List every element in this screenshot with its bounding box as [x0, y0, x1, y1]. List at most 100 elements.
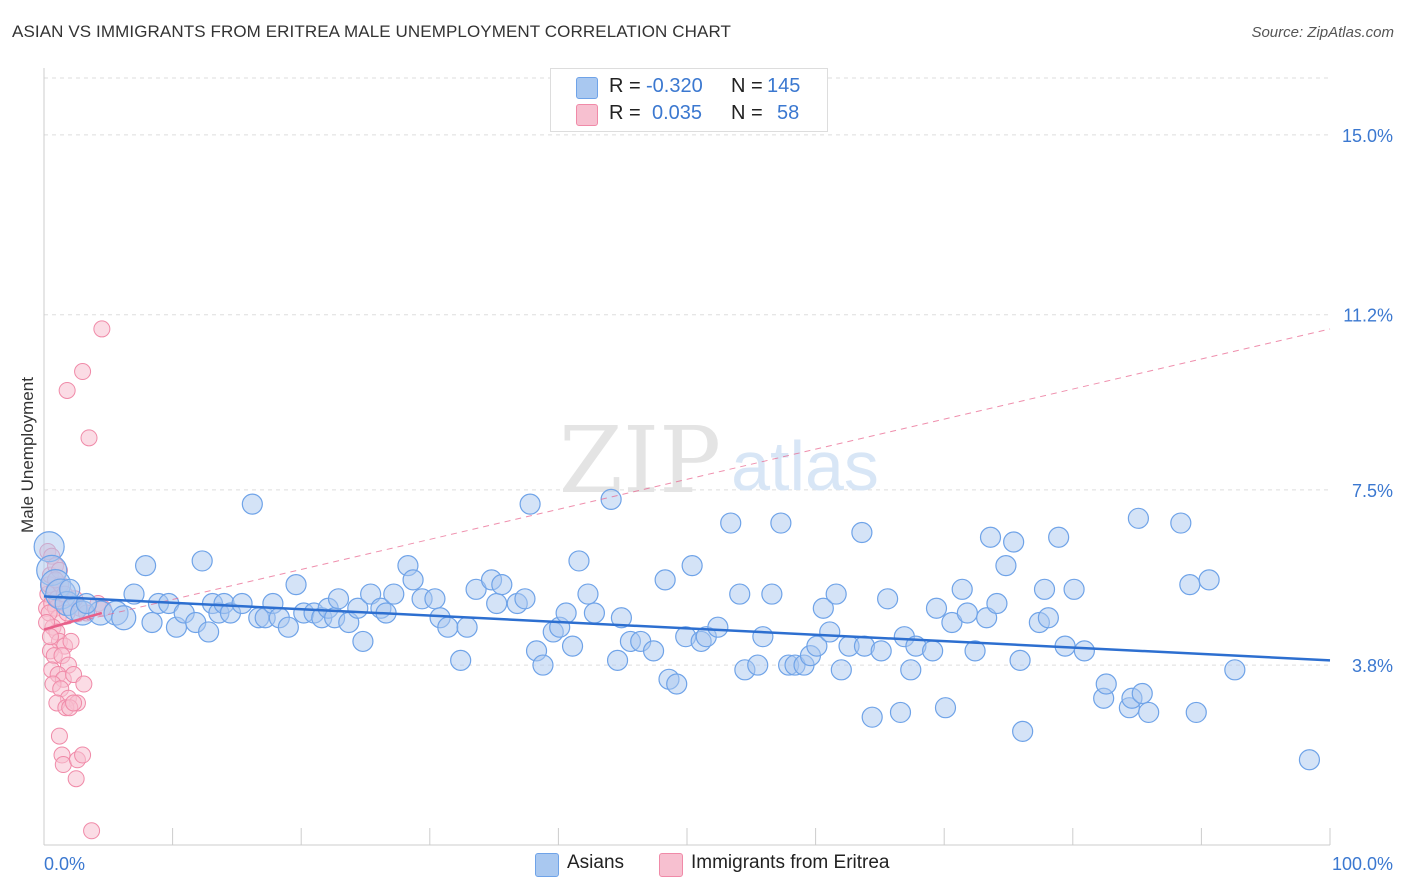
asian-point — [1033, 578, 1056, 600]
y-tick-label: 7.5% — [1352, 481, 1393, 501]
x-tick-label: 0.0% — [44, 854, 85, 874]
bottom-legend-label-asians: Asians — [567, 852, 625, 873]
asian-point — [1170, 512, 1192, 534]
asian-point — [327, 588, 350, 610]
asian-point — [1095, 673, 1117, 695]
asian-point — [995, 555, 1017, 577]
asian-point — [666, 673, 688, 695]
asian-point — [851, 521, 873, 544]
legend-row-asians: R = -0.320 N = 145 — [551, 75, 827, 101]
eritrea-point — [74, 363, 92, 381]
asian-point — [600, 488, 622, 510]
asian-point — [1127, 507, 1149, 529]
asian-point — [825, 583, 847, 605]
asian-point — [900, 659, 922, 681]
asian-point — [922, 640, 944, 662]
asian-point — [681, 555, 703, 577]
legend-r-label: R = — [609, 75, 641, 97]
asian-point — [285, 573, 307, 596]
asian-point — [830, 659, 852, 681]
eritrea-point — [74, 746, 92, 764]
asian-point — [514, 588, 536, 610]
asian-point — [1185, 701, 1207, 724]
asian-point — [450, 649, 472, 671]
eritrea-point — [93, 320, 111, 338]
asian-point — [707, 616, 729, 638]
asian-point — [134, 555, 157, 577]
legend-r-value: 0.035 — [652, 102, 703, 124]
asian-point — [720, 512, 742, 534]
asian-point — [123, 583, 145, 605]
asian-point — [1003, 531, 1025, 553]
asian-point — [241, 493, 263, 515]
eritrea-point — [62, 632, 80, 650]
bottom-legend-swatch-eritrea — [659, 853, 683, 877]
eritrea-point — [67, 770, 85, 788]
watermark: ZIP atlas — [559, 407, 879, 514]
asian-point — [1298, 749, 1321, 771]
watermark-atlas: atlas — [731, 427, 879, 505]
asian-point — [1063, 578, 1085, 600]
asian-point — [642, 640, 665, 662]
asian-point — [191, 550, 213, 572]
legend-n-value: 58 — [777, 102, 800, 124]
eritrea-point — [80, 429, 98, 447]
asian-point — [1009, 649, 1031, 671]
asian-point — [606, 649, 629, 671]
axes — [43, 68, 1331, 846]
asian-point — [111, 605, 137, 631]
legend-r-label: R = — [609, 102, 641, 124]
asian-point — [770, 512, 792, 534]
eritrea-point — [58, 381, 76, 399]
asian-trend-line — [43, 595, 1331, 662]
legend-swatch-asians — [576, 77, 598, 99]
asian-point — [870, 640, 892, 662]
asian-point — [1012, 720, 1034, 742]
asian-point — [976, 607, 998, 629]
y-tick-label: 3.8% — [1352, 656, 1393, 676]
asian-points — [33, 488, 1321, 771]
asian-point — [360, 583, 382, 605]
asian-point — [1073, 640, 1095, 662]
asian-point — [1138, 701, 1160, 724]
asian-point — [424, 588, 446, 610]
y-tick-label: 11.2% — [1343, 306, 1393, 326]
asian-point — [456, 616, 478, 638]
asian-point — [383, 583, 405, 605]
eritrea-trend-extended — [43, 328, 1331, 631]
asian-point — [889, 701, 912, 724]
asian-point — [934, 697, 957, 719]
asian-point — [610, 607, 633, 629]
legend-n-label: N = — [731, 75, 763, 97]
asian-point — [979, 526, 1002, 548]
watermark-zip: ZIP — [559, 407, 721, 514]
asian-point — [352, 630, 374, 653]
asian-point — [819, 621, 841, 643]
asian-point — [964, 640, 986, 662]
asian-point — [861, 706, 883, 728]
legend-swatch-eritrea — [576, 104, 598, 126]
asian-point — [465, 578, 487, 600]
asian-point — [486, 592, 508, 615]
asian-point — [141, 611, 163, 634]
asian-point — [491, 573, 513, 596]
legend-row-eritrea: R = 0.035 N = 58 — [551, 102, 827, 128]
legend-r-value: -0.320 — [646, 75, 703, 97]
asian-point — [1131, 682, 1153, 705]
asian-point — [729, 583, 751, 605]
chart-title: ASIAN VS IMMIGRANTS FROM ERITREA MALE UN… — [12, 22, 732, 41]
bottom-legend-swatch-asians — [535, 853, 559, 877]
asian-point — [583, 602, 606, 624]
asian-point — [1224, 659, 1246, 681]
asian-point — [561, 635, 584, 657]
asian-point — [956, 602, 978, 624]
asian-point — [1037, 607, 1059, 629]
eritrea-point — [65, 694, 83, 712]
bottom-legend-label-eritrea: Immigrants from Eritrea — [691, 852, 890, 873]
asian-point — [951, 578, 973, 600]
correlation-legend: R = -0.320 N = 145 R = 0.035 N = 58 — [550, 68, 828, 132]
asian-point — [437, 616, 459, 638]
asian-point — [568, 550, 590, 572]
asian-point — [812, 597, 834, 619]
eritrea-point — [83, 822, 101, 840]
